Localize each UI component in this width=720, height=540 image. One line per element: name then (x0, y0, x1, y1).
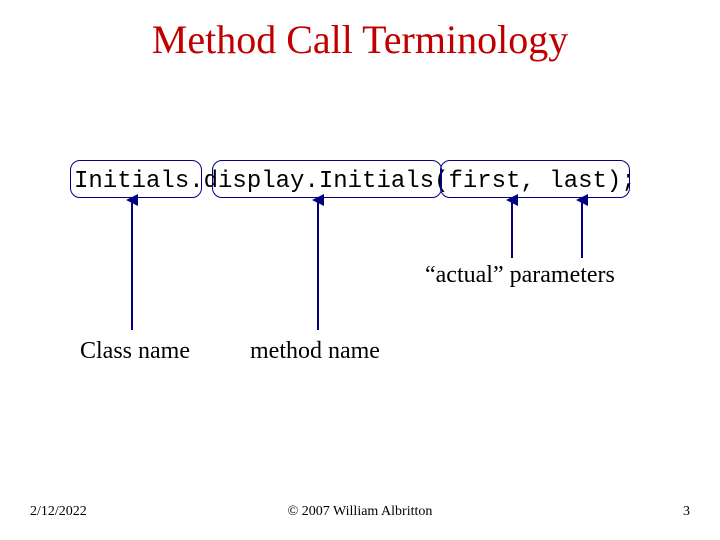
footer-page-num: 3 (683, 504, 690, 520)
box-method (212, 160, 442, 198)
label-class-name: Class name (80, 338, 190, 365)
label-actual-parameters: “actual” parameters (425, 262, 615, 289)
box-params (440, 160, 630, 198)
label-method-name: method name (250, 338, 380, 365)
box-class (70, 160, 202, 198)
slide: Method Call Terminology Initials . displ… (0, 0, 720, 540)
slide-title: Method Call Terminology (0, 16, 720, 63)
footer-copyright: © 2007 William Albritton (0, 504, 720, 520)
